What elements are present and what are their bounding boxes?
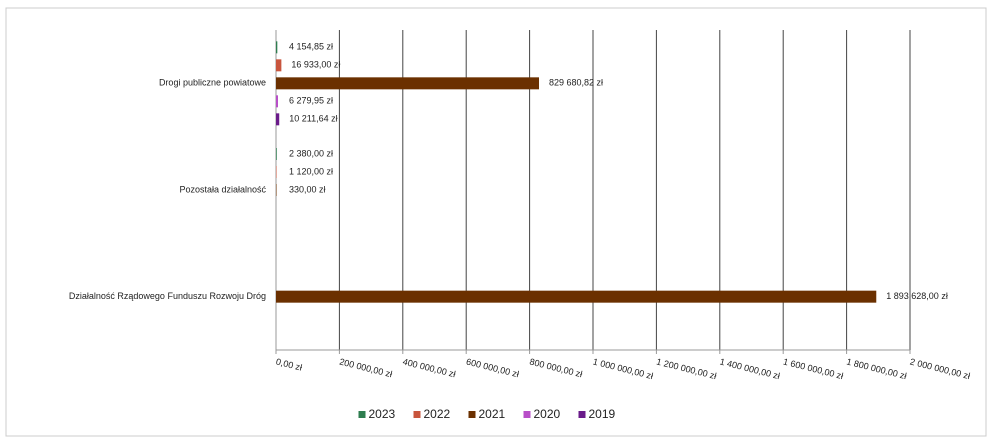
legend-label: 2023 [369,407,396,421]
value-label: 6 279,95 zł [289,96,333,106]
legend-label: 2020 [534,407,561,421]
bar [276,59,282,72]
x-tick-label: 1 200 000,00 zł [655,357,717,382]
legend-swatch [413,411,421,418]
legend-swatch [578,411,586,418]
value-label: 4 154,85 zł [289,42,333,52]
legend-label: 2021 [479,407,506,421]
x-tick-label: 600 000,00 zł [465,357,520,380]
bar [276,77,540,90]
bar [276,95,278,108]
legend-swatch [523,411,531,418]
y-tick-label: Drogi publiczne powiatowe [159,78,266,88]
value-label: 10 211,64 zł [289,114,337,124]
x-tick-label: 1 000 000,00 zł [592,357,654,382]
x-tick-label: 800 000,00 zł [529,357,584,380]
bar [276,166,277,178]
y-tick-label: Pozostała działalność [179,184,266,194]
x-tick-label: 200 000,00 zł [338,357,393,380]
x-tick-label: 2 000 000,00 zł [909,357,971,382]
bar [276,113,280,126]
value-label: 1 893 628,00 zł [886,291,948,301]
bar [276,148,277,160]
x-tick-label: 1 800 000,00 zł [846,357,908,382]
x-tick-label: 1 400 000,00 zł [719,357,781,382]
bar [276,290,877,303]
x-tick-label: 1 600 000,00 zł [782,357,844,382]
frame [5,7,987,437]
legend-label: 2019 [589,407,616,421]
value-label: 330,00 zł [289,184,326,194]
value-label: 2 380,00 zł [289,148,333,158]
value-label: 16 933,00 zł [291,60,340,70]
x-tick-label: 0,00 zł [275,357,303,373]
bar [276,41,278,54]
x-tick-label: 400 000,00 zł [402,357,457,380]
y-tick-label: Działalność Rządowego Funduszu Rozwoju D… [69,291,266,301]
value-label: 829 680,82 zł [549,78,603,88]
value-label: 1 120,00 zł [289,166,333,176]
legend-label: 2022 [424,407,451,421]
legend-swatch [468,411,476,418]
bar [276,184,277,196]
legend-swatch [358,411,366,418]
